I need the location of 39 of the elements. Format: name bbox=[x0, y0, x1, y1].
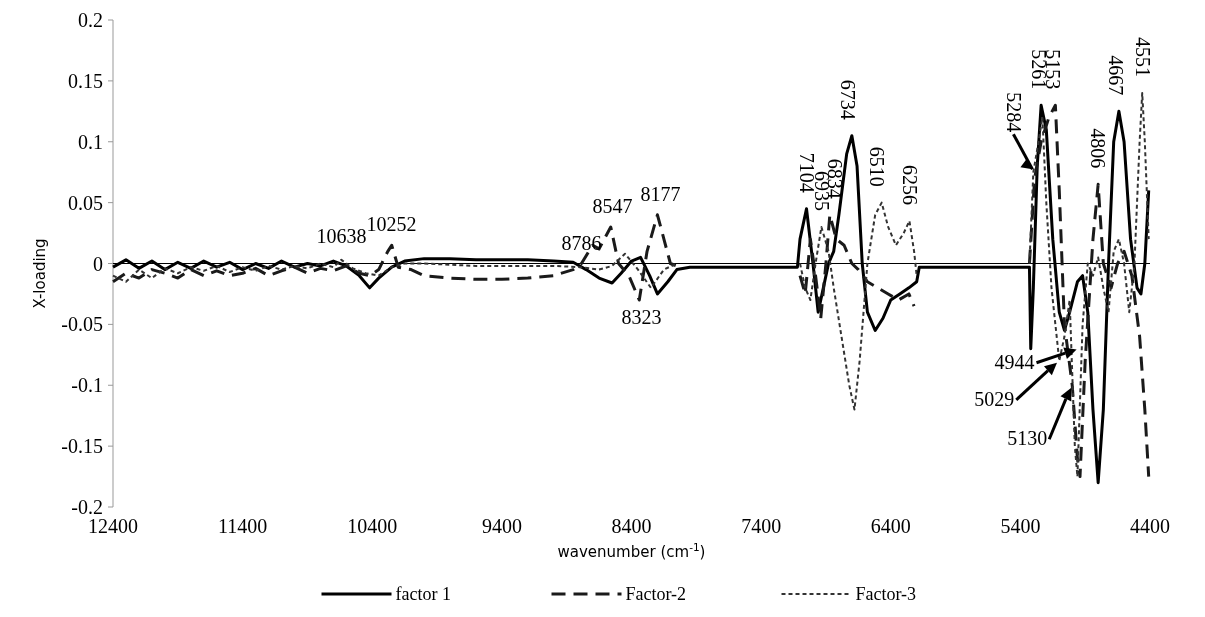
annotation: 5130 bbox=[1007, 427, 1048, 450]
y-tick-label: -0.05 bbox=[61, 313, 103, 336]
annotation: 10252 bbox=[366, 213, 417, 236]
x-tick-label: 12400 bbox=[88, 515, 138, 537]
y-tick-label: 0.2 bbox=[78, 9, 103, 31]
x-tick-label: 5400 bbox=[1000, 515, 1041, 537]
y-tick-label: -0.15 bbox=[61, 435, 103, 458]
annotation: 8786 bbox=[561, 231, 602, 254]
y-tick-label: 0.1 bbox=[78, 130, 103, 153]
annotation: 6510 bbox=[866, 146, 889, 187]
y-tick-label: 0.15 bbox=[68, 69, 103, 92]
annotation: 5029 bbox=[974, 387, 1015, 410]
legend-label: factor 1 bbox=[395, 584, 451, 604]
y-tick-label: -0.2 bbox=[71, 496, 103, 518]
y-tick-label: 0.05 bbox=[68, 191, 103, 214]
x-tick-label: 4400 bbox=[1130, 515, 1170, 537]
legend-label: Factor-3 bbox=[855, 584, 917, 604]
annotation: 8323 bbox=[621, 306, 662, 329]
annotation: 6734 bbox=[837, 79, 860, 120]
x-tick-label: 10400 bbox=[347, 515, 398, 537]
annotation: 4944 bbox=[994, 350, 1035, 373]
annotation: 8547 bbox=[592, 194, 633, 217]
y-tick-label: 0 bbox=[93, 252, 103, 275]
y-axis-title: X-loading bbox=[31, 238, 49, 309]
x-tick-label: 7400 bbox=[741, 515, 782, 537]
x-axis-title: wavenumber (cm$^{-1}$) bbox=[557, 541, 706, 561]
x-tick-label: 11400 bbox=[217, 515, 268, 537]
annotation: 10638 bbox=[316, 225, 367, 248]
annotation: 4667 bbox=[1105, 55, 1128, 96]
annotation: 4551 bbox=[1132, 37, 1155, 78]
legend-label: Factor-2 bbox=[625, 584, 687, 604]
annotation: 5284 bbox=[1003, 92, 1026, 133]
x-tick-label: 9400 bbox=[481, 515, 522, 537]
y-tick-label: -0.1 bbox=[71, 374, 103, 397]
annotation: 4806 bbox=[1087, 128, 1110, 169]
x-tick-label: 8400 bbox=[611, 515, 652, 537]
annotation: 6256 bbox=[899, 164, 922, 205]
x-tick-label: 6400 bbox=[870, 515, 911, 537]
annotation: 8177 bbox=[640, 182, 681, 205]
